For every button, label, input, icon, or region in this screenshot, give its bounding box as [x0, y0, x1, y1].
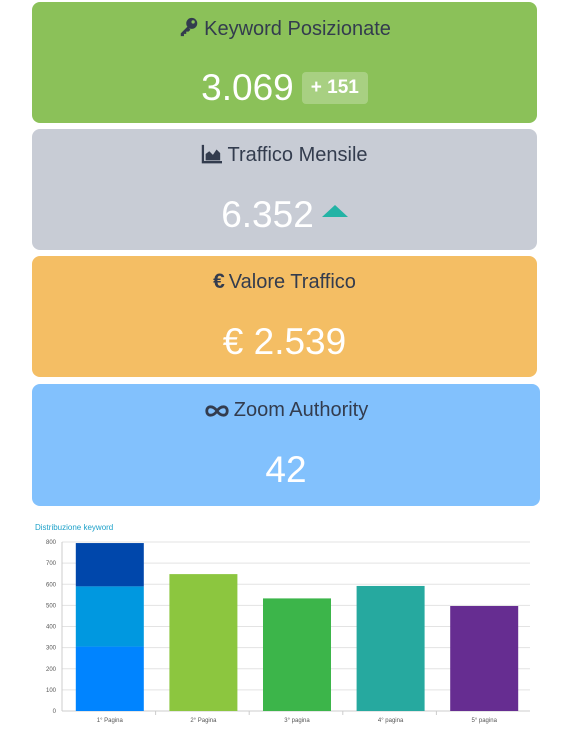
keywords-value-row: 3.069 + 151 [32, 66, 537, 110]
bar [263, 598, 331, 711]
bar [450, 606, 519, 711]
bar-segment [75, 586, 144, 647]
key-icon [178, 16, 200, 44]
traffic-value-label: Valore Traffico [228, 271, 356, 293]
traffic-value-card: € Valore Traffico € 2.539 [32, 256, 537, 377]
bar [356, 585, 425, 711]
y-tick-label: 700 [46, 561, 57, 567]
area-chart-icon [201, 144, 223, 170]
chart-title: Distribuzione keyword [35, 523, 114, 532]
x-tick-label: 4° pagina [378, 718, 404, 724]
traffic-value: 6.352 [221, 194, 314, 235]
authority-card: Zoom Authority 42 [32, 384, 540, 506]
chart-svg: 0 100 200 300 400 500 600 700 800 1° Pagina 2° Pag… [46, 540, 530, 724]
traffic-card: Traffico Mensile 6.352 [32, 129, 537, 250]
x-tick-label: 5° pagina [471, 718, 497, 724]
bar-segment [75, 646, 144, 711]
keywords-label: Keyword Posizionate [204, 18, 391, 40]
infinity-icon [204, 401, 230, 425]
keywords-delta-badge: + 151 [301, 72, 368, 104]
traffic-value-card-title: € Valore Traffico [32, 270, 537, 294]
y-tick-label: 0 [53, 709, 57, 715]
euro-icon: € [213, 270, 225, 293]
y-tick-label: 300 [46, 646, 57, 652]
x-tick-label: 1° Pagina [97, 718, 124, 724]
keywords-card: Keyword Posizionate 3.069 + 151 [32, 2, 537, 123]
keywords-value: 3.069 [201, 67, 294, 108]
x-tick-label: 3° pagina [284, 718, 310, 724]
traffic-value-amount: € 2.539 [222, 321, 347, 362]
authority-label: Zoom Authority [233, 399, 369, 421]
y-tick-label: 400 [46, 625, 57, 631]
y-tick-label: 100 [46, 688, 57, 694]
keywords-card-title: Keyword Posizionate [32, 16, 537, 44]
keyword-distribution-chart: Distribuzione keyword 0 100 200 300 400 500 60… [0, 515, 570, 750]
traffic-value-row: 6.352 [32, 193, 537, 237]
traffic-card-title: Traffico Mensile [32, 143, 537, 170]
y-tick-label: 600 [46, 582, 57, 588]
bar [169, 574, 238, 711]
trend-up-icon [321, 205, 348, 217]
bar-segment [75, 543, 144, 587]
traffic-label: Traffico Mensile [227, 144, 368, 166]
y-tick-label: 200 [46, 667, 57, 673]
y-tick-label: 500 [46, 603, 57, 609]
x-tick-label: 2° Pagina [190, 718, 217, 724]
authority-value: 42 [265, 449, 307, 490]
y-tick-label: 800 [46, 540, 57, 546]
authority-card-title: Zoom Authority [32, 398, 540, 425]
